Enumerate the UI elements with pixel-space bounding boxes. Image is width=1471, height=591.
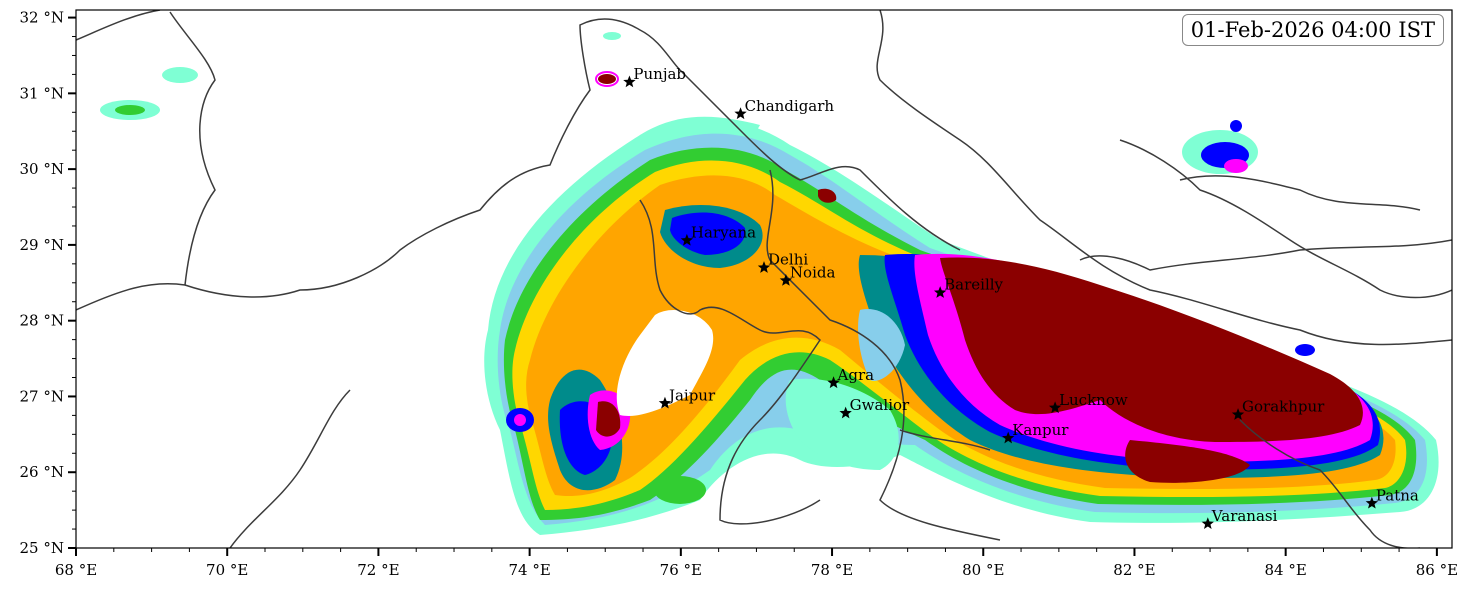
city-label: Gorakhpur <box>1242 398 1325 416</box>
precip-gap <box>616 310 714 416</box>
star-icon <box>933 286 947 298</box>
star-icon <box>1048 401 1062 414</box>
city-label: Jaipur <box>667 386 716 404</box>
city-patna: Patna <box>1365 486 1419 509</box>
star-icon <box>1365 496 1379 509</box>
lon-tick-label: 86 °E <box>1416 561 1458 579</box>
cell-ne-5 <box>1295 344 1315 356</box>
boundary-states-7 <box>229 389 991 548</box>
city-delhi: Delhi <box>757 251 808 273</box>
city-label: Patna <box>1376 486 1419 504</box>
cell-punjab <box>598 74 616 84</box>
star-icon <box>1201 517 1214 530</box>
plot-frame <box>75 9 1453 549</box>
city-label: Lucknow <box>1059 391 1128 409</box>
cell-sw <box>654 476 706 504</box>
city-lucknow: Lucknow <box>1048 391 1128 414</box>
city-label: Punjab <box>633 65 686 83</box>
boundary-states-5 <box>1119 139 1452 299</box>
lon-tick-label: 74 °E <box>508 561 550 579</box>
star-icon <box>827 376 840 389</box>
star-icon <box>757 261 771 273</box>
lat-tick-label: 31 °N <box>20 84 64 102</box>
city-gwalior: Gwalior <box>839 396 910 419</box>
city-noida: Noida <box>779 264 836 286</box>
lon-tick-label: 78 °E <box>811 561 853 579</box>
city-label: Noida <box>790 264 836 282</box>
precipitation-layer <box>100 32 1439 536</box>
precip-band-9c <box>596 401 621 437</box>
boundary-pak-india <box>184 18 681 298</box>
lon-tick-label: 84 °E <box>1265 561 1307 579</box>
boundaries-layer <box>76 10 1452 548</box>
cell-ne-4 <box>1230 120 1242 132</box>
boundary-india-nepal <box>876 10 1452 346</box>
boundary-states-6 <box>1239 419 1420 548</box>
lat-tick-label: 32 °N <box>20 9 64 27</box>
boundary-states-3 <box>766 169 1001 541</box>
boundary-states-1 <box>679 69 961 251</box>
axis-ticks: 68 °E 70 °E 72 °E 74 °E 76 °E 78 °E 80 °E 82 °E… <box>20 9 1459 579</box>
lon-tick-label: 68 °E <box>55 561 97 579</box>
star-icon <box>1002 431 1015 444</box>
precip-gap-2 <box>858 309 905 381</box>
lat-tick-label: 29 °N <box>20 236 64 254</box>
precip-gap-3 <box>785 378 899 470</box>
city-varanasi: Varanasi <box>1201 507 1278 530</box>
cell-w-2 <box>514 414 526 426</box>
boundary-international <box>76 10 216 311</box>
city-gorakhpur: Gorakhpur <box>1231 398 1325 420</box>
lat-tick-label: 28 °N <box>20 312 64 330</box>
cell-punjab-ring <box>595 71 619 87</box>
lon-tick-label: 80 °E <box>962 561 1004 579</box>
boundary-states-2 <box>639 199 821 525</box>
city-label: Delhi <box>768 251 808 269</box>
lat-tick-label: 30 °N <box>20 160 64 178</box>
city-bareilly: Bareilly <box>933 276 1004 298</box>
star-icon <box>680 233 694 246</box>
precip-band-9d <box>818 188 837 203</box>
cell-north <box>603 32 621 40</box>
lon-tick-label: 82 °E <box>1113 561 1155 579</box>
cell-ne-3 <box>1224 159 1248 173</box>
city-label: Agra <box>837 366 875 384</box>
city-label: Kanpur <box>1012 421 1069 439</box>
lat-tick-label: 26 °N <box>20 463 64 481</box>
star-icon <box>734 107 747 120</box>
star-icon <box>779 274 793 286</box>
boundary-states-4 <box>1079 175 1452 271</box>
city-jaipur: Jaipur <box>658 386 716 409</box>
lon-tick-label: 76 °E <box>660 561 702 579</box>
lat-tick-label: 27 °N <box>20 387 64 405</box>
cell-nw-2 <box>115 105 145 115</box>
city-label: Haryana <box>691 223 756 241</box>
star-icon <box>1231 408 1245 420</box>
lat-tick-label: 25 °N <box>20 539 64 557</box>
city-agra: Agra <box>827 366 875 389</box>
lon-tick-label: 70 °E <box>206 561 248 579</box>
city-label: Bareilly <box>944 276 1003 294</box>
city-haryana: Haryana <box>680 223 756 246</box>
city-kanpur: Kanpur <box>1002 421 1069 444</box>
city-label: Varanasi <box>1211 507 1278 525</box>
star-icon <box>623 75 636 88</box>
star-icon <box>839 406 852 419</box>
star-icon <box>658 396 672 409</box>
cell-nw-3 <box>162 67 198 83</box>
precip-band-9b <box>1125 440 1250 483</box>
city-label: Chandigarh <box>745 97 835 115</box>
precip-band-9 <box>940 257 1363 442</box>
city-punjab: Punjab <box>623 65 686 88</box>
lon-tick-label: 72 °E <box>357 561 399 579</box>
timestamp-label: 01-Feb-2026 04:00 IST <box>1181 14 1444 46</box>
city-chandigarh: Chandigarh <box>734 97 835 120</box>
city-label: Gwalior <box>850 396 910 414</box>
